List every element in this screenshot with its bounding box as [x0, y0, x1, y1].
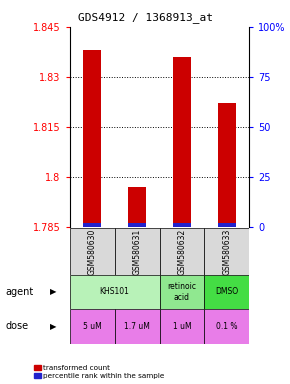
Text: retinoic
acid: retinoic acid: [168, 282, 197, 301]
Bar: [70, 228, 115, 275]
Text: GSM580633: GSM580633: [222, 228, 231, 275]
Text: DMSO: DMSO: [215, 287, 238, 296]
Bar: [83, 223, 101, 227]
Bar: [83, 50, 101, 227]
Bar: [115, 228, 160, 275]
Bar: [128, 223, 146, 227]
Bar: [128, 187, 146, 227]
Text: ▶: ▶: [50, 322, 57, 331]
Text: 1 uM: 1 uM: [173, 322, 191, 331]
Text: agent: agent: [6, 287, 34, 297]
Bar: [204, 228, 249, 275]
Bar: [160, 309, 204, 344]
Text: KHS101: KHS101: [99, 287, 130, 296]
Bar: [204, 275, 249, 309]
Bar: [70, 309, 115, 344]
Text: GSM580631: GSM580631: [133, 228, 142, 275]
Text: GDS4912 / 1368913_at: GDS4912 / 1368913_at: [77, 12, 213, 23]
Bar: [160, 275, 204, 309]
Text: ▶: ▶: [50, 287, 57, 296]
Bar: [115, 309, 160, 344]
Text: GSM580632: GSM580632: [177, 228, 186, 275]
Bar: [160, 228, 204, 275]
Bar: [70, 275, 160, 309]
Bar: [204, 309, 249, 344]
Legend: transformed count, percentile rank within the sample: transformed count, percentile rank withi…: [32, 363, 166, 381]
Text: GSM580630: GSM580630: [88, 228, 97, 275]
Bar: [218, 103, 236, 227]
Text: 1.7 uM: 1.7 uM: [124, 322, 150, 331]
Bar: [173, 57, 191, 227]
Bar: [173, 223, 191, 227]
Bar: [218, 223, 236, 227]
Text: dose: dose: [6, 321, 29, 331]
Text: 5 uM: 5 uM: [83, 322, 102, 331]
Text: 0.1 %: 0.1 %: [216, 322, 238, 331]
